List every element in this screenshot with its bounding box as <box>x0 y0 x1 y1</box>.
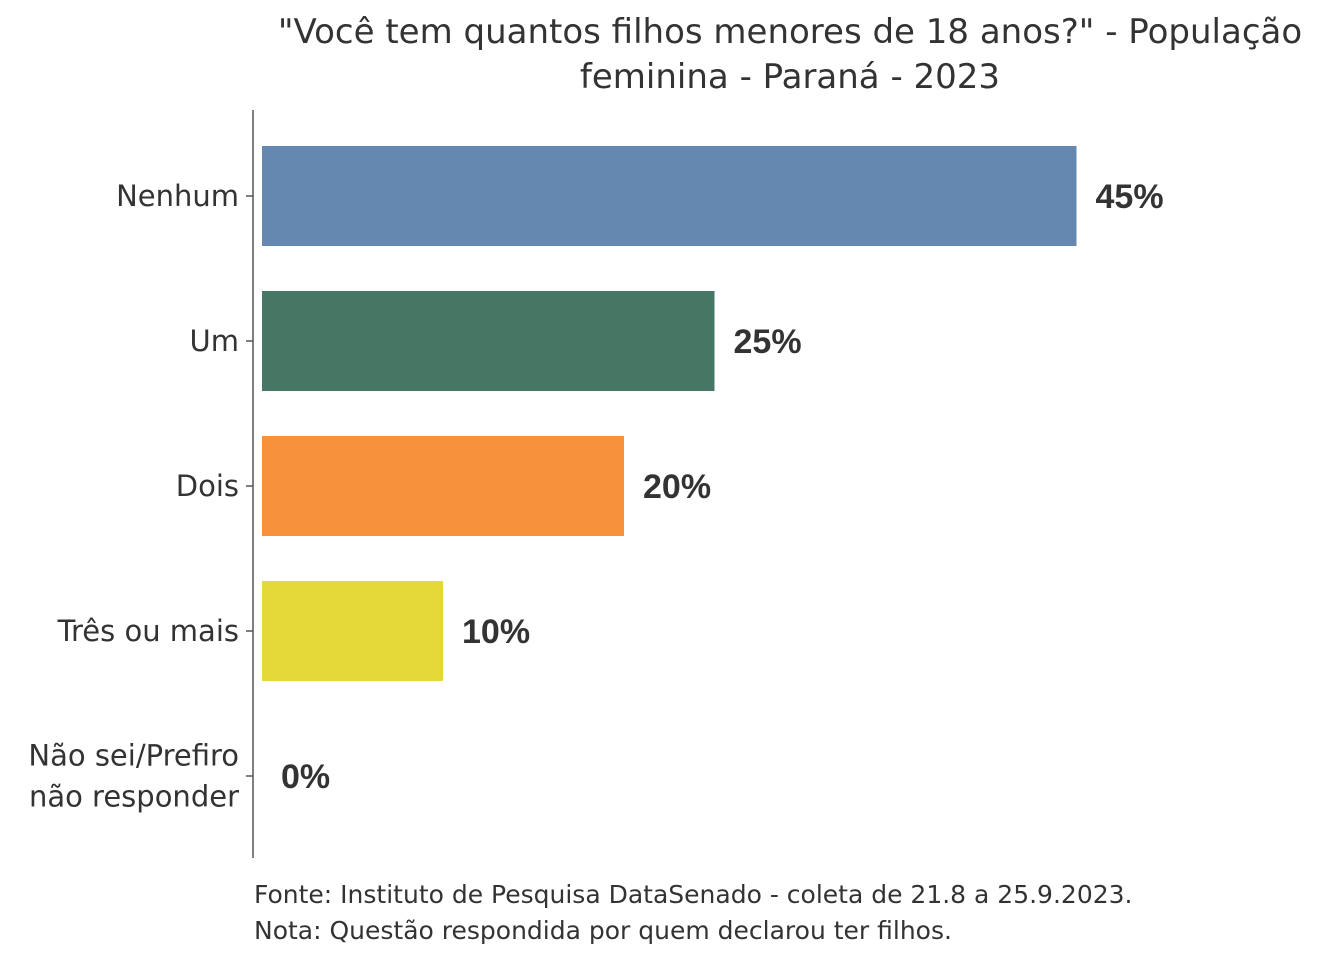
chart-title-line-2: feminina - Paraná - 2023 <box>580 57 1000 97</box>
category-label-0: Nenhum <box>116 179 239 213</box>
value-label-1: 25% <box>734 323 802 361</box>
category-label-line: Dois <box>176 469 239 503</box>
category-label-line: não responder <box>29 780 239 814</box>
chart-title: "Você tem quantos filhos menores de 18 a… <box>278 12 1302 97</box>
value-label-2: 20% <box>643 468 711 506</box>
chart-title-line-1: "Você tem quantos filhos menores de 18 a… <box>278 12 1302 52</box>
category-label-line: Nenhum <box>116 179 239 213</box>
category-label-1: Um <box>190 324 239 358</box>
bar-3 <box>262 581 443 681</box>
footnote: Nota: Questão respondida por quem declar… <box>254 916 952 945</box>
value-label-4: 0% <box>281 758 330 796</box>
category-label-4: Não sei/Prefiro não responder <box>28 739 239 814</box>
bar-2 <box>262 436 624 536</box>
category-label-2: Dois <box>176 469 239 503</box>
category-label-line: Um <box>190 324 239 358</box>
source-note: Fonte: Instituto de Pesquisa DataSenado … <box>254 880 1132 909</box>
bars <box>246 146 1077 777</box>
value-labels: 45% 25% 20% 10% 0% <box>281 178 1164 796</box>
category-label-line: Não sei/Prefiro <box>28 739 239 773</box>
category-labels: Nenhum Um Dois Três ou mais Não sei/Prefiro n… <box>28 179 239 814</box>
bar-1 <box>262 291 715 391</box>
category-label-line: Três ou mais <box>57 614 239 648</box>
value-label-0: 45% <box>1096 178 1164 216</box>
value-label-3: 10% <box>462 613 530 651</box>
bar-0 <box>262 146 1077 246</box>
category-label-3: Três ou mais <box>57 614 239 648</box>
